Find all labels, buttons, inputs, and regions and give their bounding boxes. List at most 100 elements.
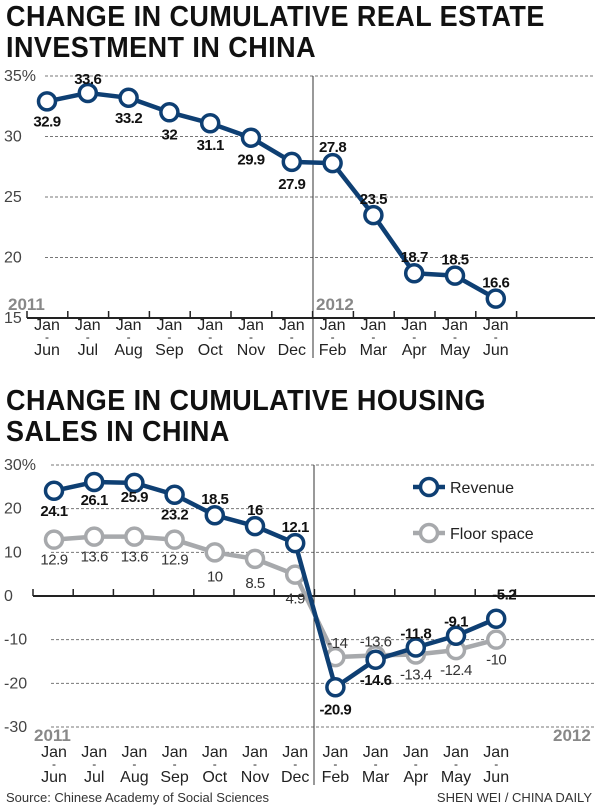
data-point-1: [204, 542, 226, 563]
data-label: -9.1: [444, 614, 468, 631]
x-tick-dash: -: [331, 330, 335, 344]
x-tick-label-bottom: Apr: [403, 769, 429, 786]
data-point-0: [244, 515, 266, 537]
data-point-1: [43, 529, 65, 550]
data-point-0: [36, 91, 58, 112]
x-tick-label-bottom: Jun: [34, 342, 60, 359]
data-point-0: [240, 127, 262, 148]
data-point-0: [485, 288, 507, 309]
data-label: 23.2: [161, 507, 188, 524]
y-tick-label: 10: [4, 544, 22, 561]
data-point-0: [325, 677, 346, 698]
x-tick-dash: -: [208, 330, 212, 344]
data-point-0: [164, 484, 185, 505]
data-point-0: [322, 152, 343, 174]
data-point-0: [445, 625, 467, 646]
x-tick-dash: -: [45, 330, 49, 344]
x-tick-label-bottom: Sep: [155, 342, 184, 359]
legend-marker: [418, 476, 440, 498]
x-tick-label-top: Jan: [279, 317, 305, 334]
data-label: 13.6: [81, 549, 108, 566]
x-tick-dash: -: [167, 330, 171, 344]
x-tick-label-bottom: May: [440, 342, 470, 359]
x-tick-label-bottom: Oct: [198, 342, 223, 359]
x-tick-label-top: Jan: [202, 744, 228, 761]
data-point-0: [124, 472, 145, 494]
y-tick-label: -10: [4, 632, 27, 649]
data-label: 8.5: [245, 575, 265, 592]
data-label: 12.9: [161, 552, 188, 569]
data-label: 16.6: [482, 275, 509, 292]
x-tick-dash: -: [494, 757, 498, 771]
credit: SHEN WEI / CHINA DAILY: [436, 790, 592, 805]
year-label-2011: 2011: [8, 295, 45, 314]
year-label-2012: 2012: [316, 295, 354, 314]
x-tick-label-bottom: Dec: [281, 769, 309, 786]
y-tick-label: -30: [4, 719, 27, 736]
x-tick-label-top: Jan: [34, 317, 60, 334]
x-tick-label-top: Jan: [443, 744, 469, 761]
data-point-0: [444, 265, 466, 286]
x-tick-dash: -: [213, 757, 217, 771]
x-tick-dash: -: [52, 757, 56, 771]
data-point-0: [77, 82, 99, 104]
data-label: 18.5: [201, 491, 228, 508]
data-label: -14: [327, 635, 347, 652]
x-tick-label-bottom: Feb: [322, 769, 350, 786]
year-label-2011: 2011: [34, 726, 71, 745]
x-tick-dash: -: [249, 330, 253, 344]
x-tick-label-bottom: Mar: [360, 342, 388, 359]
y-tick-label: 0: [4, 588, 13, 605]
data-label: 29.9: [237, 152, 264, 169]
x-tick-label-top: Jan: [157, 317, 183, 334]
x-tick-dash: -: [494, 330, 498, 344]
x-tick-dash: -: [86, 330, 90, 344]
data-point-0: [83, 471, 105, 493]
chart2-title: CHANGE IN CUMULATIVE HOUSING SALES IN CH…: [6, 386, 486, 448]
data-label: -20.9: [320, 701, 352, 718]
x-tick-label-top: Jan: [403, 744, 429, 761]
x-tick-label-top: Jan: [41, 744, 67, 761]
x-tick-label-top: Jan: [238, 317, 264, 334]
data-point-1: [485, 629, 507, 650]
data-label: -14.6: [360, 672, 392, 689]
x-tick-dash: -: [173, 757, 177, 771]
x-tick-label-top: Jan: [122, 744, 148, 761]
x-tick-label-top: Jan: [483, 744, 509, 761]
x-tick-label-top: Jan: [242, 744, 268, 761]
x-tick-label-top: Jan: [363, 744, 389, 761]
data-point-1: [164, 529, 185, 550]
data-label: 27.8: [319, 139, 346, 156]
data-label: -10: [486, 652, 506, 669]
data-point-0: [199, 112, 221, 134]
y-tick-label: 35%: [4, 68, 36, 85]
data-label: 25.9: [121, 489, 148, 506]
chart2-title-line2: SALES IN CHINA: [6, 416, 230, 448]
x-tick-dash: -: [132, 757, 136, 771]
year-label-2012: 2012: [553, 726, 591, 745]
data-point-0: [365, 649, 386, 671]
data-label: 12.1: [282, 519, 309, 536]
x-tick-label-top: Jan: [282, 744, 308, 761]
x-tick-dash: -: [454, 757, 458, 771]
chart1-title-line1: CHANGE IN CUMULATIVE REAL ESTATE: [6, 1, 545, 33]
x-tick-dash: -: [290, 330, 294, 344]
data-point-0: [403, 262, 425, 284]
x-tick-label-bottom: Apr: [402, 342, 428, 359]
chart1-title: CHANGE IN CUMULATIVE REAL ESTATE INVESTM…: [6, 2, 545, 64]
x-tick-label-bottom: Dec: [278, 342, 306, 359]
x-tick-label-top: Jan: [323, 744, 349, 761]
data-point-0: [284, 532, 306, 554]
data-label: 23.5: [360, 191, 387, 208]
data-label: -11.8: [400, 626, 431, 643]
x-tick-dash: -: [293, 757, 297, 771]
x-tick-label-top: Jan: [442, 317, 468, 334]
series-line-0: [53, 479, 498, 690]
x-tick-label-bottom: May: [441, 769, 471, 786]
x-tick-label-top: Jan: [483, 317, 509, 334]
data-label: 12.9: [40, 552, 67, 569]
data-point-0: [204, 504, 226, 526]
x-tick-label-bottom: Jul: [84, 769, 104, 786]
x-tick-dash: -: [412, 330, 416, 344]
